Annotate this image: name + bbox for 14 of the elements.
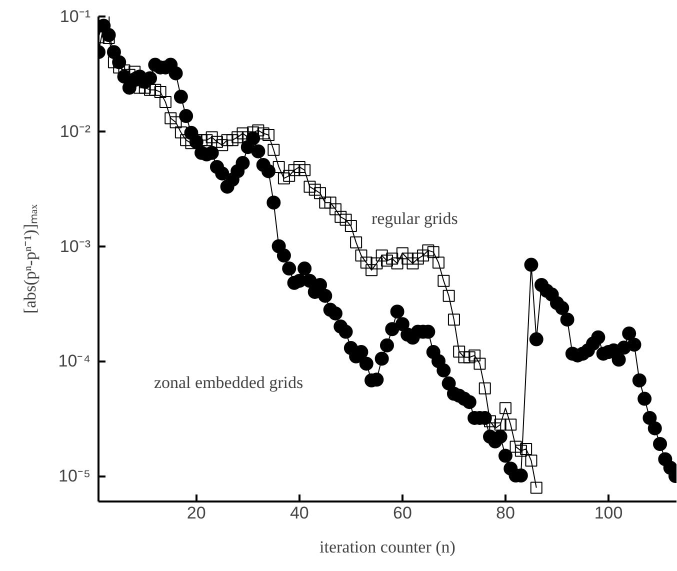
y-tick-label: 10⁻² — [60, 122, 91, 141]
y-tick-label: 10⁻⁴ — [58, 352, 91, 371]
annotation: zonal embedded grids — [154, 373, 304, 392]
y-tick-label: 10⁻¹ — [60, 7, 91, 26]
y-axis-title: [abs(pⁿ-pⁿ⁻¹)]ₘₐₓ — [20, 204, 40, 314]
y-tick-label: 10⁻³ — [60, 236, 91, 256]
x-tick-label: 20 — [186, 504, 206, 522]
annotation: regular grids — [371, 208, 458, 228]
x-tick-label: 100 — [594, 504, 623, 522]
x-tick-label: 40 — [290, 504, 309, 522]
x-axis-title: iteration counter (n) — [320, 538, 456, 556]
x-tick-label: 80 — [496, 504, 515, 522]
y-tick-label: 10⁻⁵ — [58, 466, 91, 486]
x-tick-label: 60 — [392, 504, 412, 522]
